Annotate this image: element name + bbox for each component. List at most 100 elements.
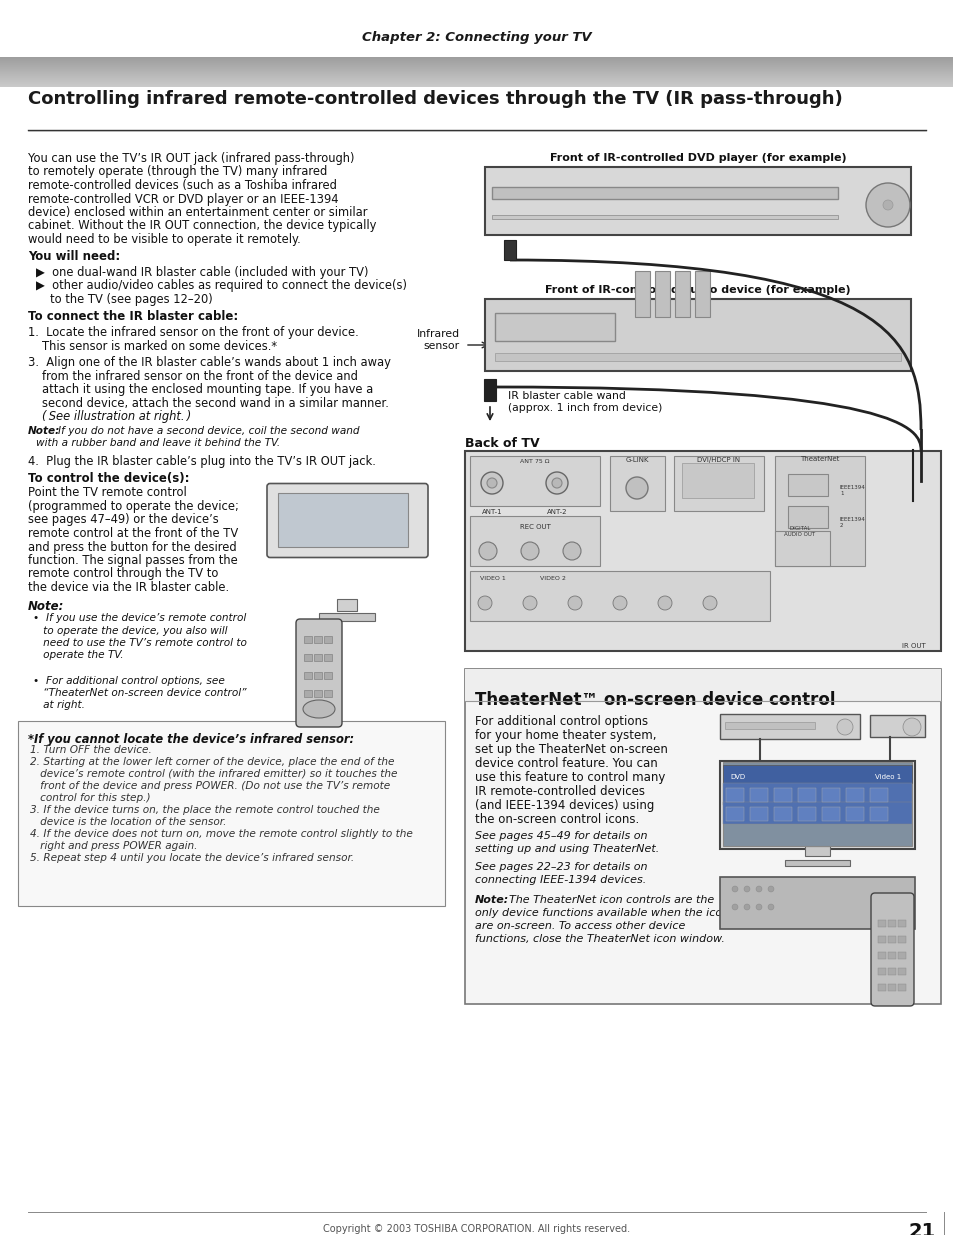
Text: Video 1: Video 1 [874,774,901,781]
Text: IR blaster cable wand: IR blaster cable wand [507,391,625,401]
Text: 2. Starting at the lower left corner of the device, place the end of the: 2. Starting at the lower left corner of … [30,757,395,767]
Text: for your home theater system,: for your home theater system, [475,729,656,742]
Ellipse shape [545,472,567,494]
Text: right and press POWER again.: right and press POWER again. [30,841,197,851]
Text: *If you cannot locate the device’s infrared sensor:: *If you cannot locate the device’s infra… [28,734,354,746]
Text: second device, attach the second wand in a similar manner.: second device, attach the second wand in… [42,396,389,410]
Bar [773,788,791,802]
Text: G-LINK: G-LINK [624,457,648,463]
Bar [787,474,827,496]
Text: TheaterNet: TheaterNet [800,456,839,462]
Bar [877,952,885,960]
Bar [887,984,895,990]
Text: the on-screen control icons.: the on-screen control icons. [475,813,639,826]
Bar [722,802,911,824]
Text: IR OUT: IR OUT [902,643,925,650]
Bar [720,761,914,848]
Text: Front of IR-controlled DVD player (for example): Front of IR-controlled DVD player (for e… [549,153,845,163]
Bar [304,636,312,643]
Text: 4. If the device does not turn on, move the remote control slightly to the: 4. If the device does not turn on, move … [30,829,413,839]
Ellipse shape [755,885,761,892]
Text: with a rubber band and leave it behind the TV.: with a rubber band and leave it behind t… [36,438,280,448]
Bar [797,806,815,821]
Text: remote control through the TV to: remote control through the TV to [28,568,218,580]
Bar [495,312,615,341]
Bar [897,936,905,944]
Ellipse shape [520,542,538,559]
Text: device control feature. You can: device control feature. You can [475,757,657,769]
FancyBboxPatch shape [267,483,428,557]
Bar [845,788,863,802]
Ellipse shape [731,904,738,910]
Text: cabinet. Without the IR OUT connection, the device typically: cabinet. Without the IR OUT connection, … [28,220,376,232]
Bar [821,788,840,802]
Ellipse shape [303,700,335,718]
Bar [725,788,743,802]
Text: 1.  Locate the infrared sensor on the front of your device.: 1. Locate the infrared sensor on the fro… [28,326,358,338]
Ellipse shape [567,597,581,610]
Bar [495,353,900,361]
Bar [845,806,863,821]
Text: set up the TheaterNet on-screen: set up the TheaterNet on-screen [475,743,667,756]
Ellipse shape [478,542,497,559]
Ellipse shape [480,472,502,494]
Bar [314,690,322,697]
Ellipse shape [865,183,909,227]
Bar [681,463,753,498]
Bar [722,783,911,805]
Bar [464,669,940,701]
Text: •  For additional control options, see: • For additional control options, see [33,676,225,685]
Bar [877,968,885,974]
Bar [773,806,791,821]
Text: Note:: Note: [28,426,60,436]
Text: remote control at the front of the TV: remote control at the front of the TV [28,527,238,540]
Bar [18,721,444,906]
Bar [464,451,940,651]
Ellipse shape [552,478,561,488]
Text: (programmed to operate the device;: (programmed to operate the device; [28,500,238,513]
Bar [324,690,332,697]
Text: would need to be visible to operate it remotely.: would need to be visible to operate it r… [28,233,300,246]
Bar [887,936,895,944]
Bar [897,952,905,960]
Text: connecting IEEE-1394 devices.: connecting IEEE-1394 devices. [475,876,645,885]
FancyBboxPatch shape [295,619,341,727]
Text: You will need:: You will need: [28,251,120,263]
Ellipse shape [658,597,671,610]
FancyBboxPatch shape [869,715,924,737]
Bar [821,806,840,821]
Bar [492,215,837,219]
Bar [483,379,496,401]
Bar [877,920,885,927]
Text: use this feature to control many: use this feature to control many [475,771,664,784]
Ellipse shape [902,718,920,736]
Ellipse shape [755,904,761,910]
Bar [609,456,664,511]
Ellipse shape [767,904,773,910]
Text: 1. Turn OFF the device.: 1. Turn OFF the device. [30,745,152,755]
Text: 3.  Align one of the IR blaster cable’s wands about 1 inch away: 3. Align one of the IR blaster cable’s w… [28,356,391,369]
Text: to operate the device, you also will: to operate the device, you also will [33,625,227,636]
Text: TheaterNet™ on-screen device control: TheaterNet™ on-screen device control [475,692,835,709]
Text: To connect the IR blaster cable:: To connect the IR blaster cable: [28,310,238,324]
Bar [787,506,827,529]
Text: VIDEO 1: VIDEO 1 [479,576,505,580]
Ellipse shape [882,200,892,210]
Text: This sensor is marked on some devices.*: This sensor is marked on some devices.* [42,340,276,352]
Text: To control the device(s):: To control the device(s): [28,472,190,485]
Bar [304,672,312,679]
Text: Chapter 2: Connecting your TV: Chapter 2: Connecting your TV [362,32,591,44]
Text: Back of TV: Back of TV [464,437,539,450]
Text: If you do not have a second device, coil the second wand: If you do not have a second device, coil… [58,426,359,436]
Text: See pages 45–49 for details on: See pages 45–49 for details on [475,831,647,841]
Text: operate the TV.: operate the TV. [33,651,124,661]
Text: Infrared
sensor: Infrared sensor [416,330,459,351]
Bar [304,690,312,697]
Bar [675,270,689,317]
Bar [877,936,885,944]
Text: DIGITAL
AUDIO OUT: DIGITAL AUDIO OUT [783,526,815,537]
Bar [887,952,895,960]
Text: function. The signal passes from the: function. The signal passes from the [28,555,237,567]
Bar [470,571,769,621]
Ellipse shape [477,597,492,610]
